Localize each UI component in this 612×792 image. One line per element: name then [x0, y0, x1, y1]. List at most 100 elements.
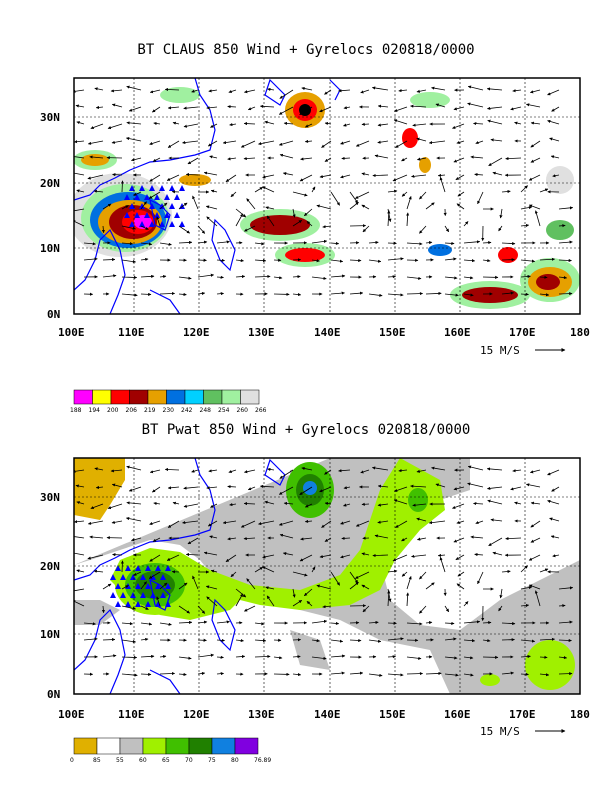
wind-vector [492, 551, 503, 556]
wind-vector [140, 242, 153, 246]
wind-vector [140, 637, 149, 641]
wind-vector [278, 140, 294, 146]
wind-vector [149, 520, 161, 525]
wind-vector [254, 566, 263, 573]
wind-vector [362, 605, 370, 613]
wind-vector [457, 571, 465, 577]
wind-vector [311, 259, 320, 263]
wind-vector [456, 140, 465, 144]
wind-vector [140, 201, 147, 210]
wind-vector [267, 87, 275, 92]
legend-swatch [119, 737, 144, 755]
wind-vector [140, 605, 149, 610]
wind-vector [87, 140, 104, 145]
wind-vector [387, 189, 398, 193]
wind-vector [539, 257, 556, 261]
wind-vector [187, 157, 199, 165]
wind-vector [416, 89, 427, 93]
wind-vector [216, 240, 230, 244]
wind-vector [121, 242, 134, 246]
gyre-triangle [139, 185, 145, 191]
gyre-triangle [164, 194, 170, 200]
wind-vector [470, 535, 484, 539]
wind-vector [355, 191, 370, 199]
top-lat-ticks: 30N 20N 10N 0N [40, 111, 60, 321]
wind-vector [305, 503, 313, 508]
wind-vector [406, 656, 422, 660]
wind-vector [292, 588, 296, 598]
wind-vector [526, 103, 541, 108]
wind-vector [558, 620, 573, 624]
gyre-triangle [115, 565, 121, 571]
wind-vector [341, 536, 351, 540]
legend-label: 76.89 [254, 757, 271, 764]
wind-vector [377, 123, 389, 127]
wind-vector [183, 123, 199, 128]
gyre-triangle [125, 565, 131, 571]
gyre-triangle [135, 601, 141, 607]
gyre-triangle [165, 601, 171, 607]
wind-vector [473, 501, 484, 506]
legend-swatch [73, 389, 93, 405]
gyre-triangle [135, 583, 141, 589]
wind-vector [473, 121, 484, 126]
wind-vector [149, 174, 161, 182]
wind-vector [240, 520, 256, 528]
wind-vector [406, 276, 422, 280]
wind-vector [463, 656, 474, 660]
wind-vector [520, 259, 536, 263]
wind-vector [235, 258, 244, 263]
wind-vector [185, 172, 199, 177]
legend-label: 70 [185, 757, 193, 764]
gyre-triangle [139, 203, 145, 209]
wind-vector [225, 554, 237, 563]
wind-vector [87, 520, 104, 525]
wind-vector [425, 202, 435, 210]
wind-vector [121, 622, 134, 626]
wind-vector [128, 486, 142, 492]
wind-vector [547, 89, 560, 96]
wind-vector [102, 637, 116, 642]
wind-vector [539, 568, 549, 573]
wind-vector [338, 469, 351, 473]
wind-vector [349, 638, 362, 643]
legend-label: 55 [116, 757, 124, 764]
wind-vector [520, 654, 531, 659]
wind-vector [152, 157, 161, 162]
wind-vector [244, 469, 256, 474]
lon-tick: 110E [118, 708, 145, 721]
wind-vector [319, 106, 332, 113]
wind-vector [361, 584, 370, 590]
lon-tick: 100E [58, 326, 85, 339]
lon-tick: 120E [183, 326, 210, 339]
wind-vector [76, 569, 85, 573]
wind-vector [111, 140, 123, 144]
wind-vector [159, 671, 176, 676]
wind-vector [203, 171, 218, 176]
wind-vector [167, 520, 180, 528]
wind-vector [111, 483, 123, 488]
wind-vector [244, 225, 256, 232]
wind-vector [243, 156, 256, 161]
wind-vector [266, 215, 275, 227]
coastline [74, 458, 286, 694]
gyre-triangle [154, 194, 160, 200]
wind-vector [102, 654, 117, 658]
wind-vector [183, 486, 199, 490]
wind-vector [133, 571, 142, 576]
wind-vector [121, 225, 136, 230]
wind-vector [487, 486, 503, 490]
wind-vector [207, 520, 218, 527]
wind-vector [197, 620, 208, 624]
wind-vector [410, 484, 427, 488]
wind-vector [498, 605, 503, 612]
wind-vector [488, 157, 503, 167]
wind-vector [387, 673, 404, 677]
wind-vector [435, 483, 446, 488]
wind-vector [330, 654, 346, 658]
wind-vector [178, 656, 192, 660]
wind-vector [530, 520, 541, 528]
wind-vector [501, 189, 511, 194]
wind-vector [349, 571, 359, 584]
